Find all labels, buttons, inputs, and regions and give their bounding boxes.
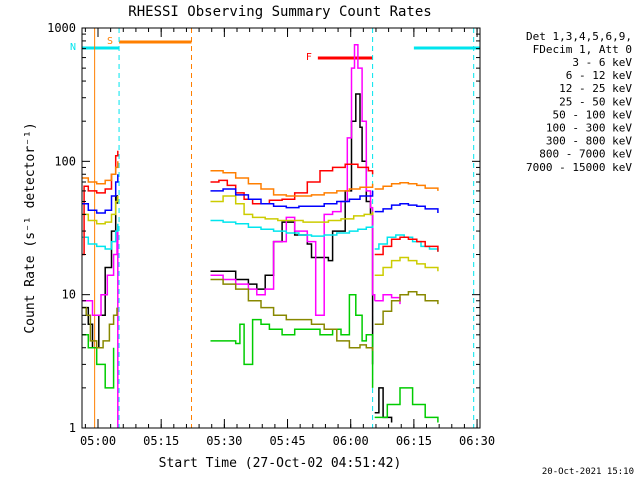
footer-timestamp: 20-Oct-2021 15:10	[542, 467, 634, 477]
y-tick-label: 10	[62, 288, 76, 302]
x-tick-label: 06:15	[396, 434, 432, 448]
x-tick-label: 05:30	[206, 434, 242, 448]
legend-item-12-25-kev: 12 - 25 keV	[559, 82, 632, 95]
series-800-7000-kev-segment-1	[210, 169, 374, 197]
series-7000-15000-kev	[82, 278, 439, 351]
x-tick-label: 06:00	[333, 434, 369, 448]
series-50-100-kev-segment-2	[374, 256, 439, 276]
series-300-800-kev-segment-2	[374, 203, 439, 213]
legend-header-line-2: FDecim 1, Att 0	[533, 43, 632, 56]
series-12-25-kev-segment-2	[374, 387, 439, 423]
series-100-300-kev-segment-2	[374, 236, 439, 256]
legend-item-6-12-kev: 6 - 12 keV	[566, 69, 633, 82]
legend-item-7000-15000-kev: 7000 - 15000 keV	[526, 161, 632, 174]
legend-item-800-7000-kev: 800 - 7000 keV	[539, 148, 632, 161]
series-300-800-kev-segment-1	[210, 188, 374, 209]
chart-title: RHESSI Observing Summary Count Rates	[128, 4, 431, 20]
series-50-100-kev-segment-1	[210, 195, 374, 223]
series-12-25-kev-segment-0	[82, 334, 115, 389]
series-100-300-kev-segment-0	[82, 150, 119, 256]
legend-item-3-6-kev: 3 - 6 keV	[572, 56, 632, 69]
series-300-800-kev-segment-0	[82, 174, 119, 214]
series-50-100-kev	[82, 195, 439, 276]
series-800-7000-kev-segment-0	[82, 161, 119, 185]
series-3-6-kev-segment-2	[374, 387, 393, 423]
y-tick-label: 1	[69, 421, 76, 435]
y-tick-label: 1000	[47, 21, 76, 35]
legend-item-300-800-kev: 300 - 800 keV	[546, 135, 632, 148]
series-6-12-kev-segment-1	[210, 43, 376, 317]
series-25-50-kev-segment-1	[210, 219, 374, 237]
band-label-f: F	[306, 52, 312, 63]
y-axis-label: Count Rate (s⁻¹ detector⁻¹)	[23, 122, 38, 333]
x-tick-label: 06:30	[459, 434, 495, 448]
series-lines	[82, 43, 439, 428]
time-bands: S N F	[70, 36, 480, 63]
plot-frame	[81, 27, 481, 429]
series-100-300-kev-segment-1	[210, 163, 374, 205]
band-label-n: N	[70, 42, 76, 53]
x-axis: 05:00 05:15 05:30 05:45 06:00 06:15 06:30	[80, 28, 495, 448]
series-800-7000-kev	[82, 161, 439, 197]
series-800-7000-kev-segment-2	[374, 182, 439, 191]
legend-header-line-1: Det 1,3,4,5,6,9,	[526, 30, 632, 43]
band-label-s: S	[107, 36, 113, 47]
series-12-25-kev-segment-1	[210, 293, 374, 388]
y-tick-label: 100	[54, 154, 76, 168]
legend-item-100-300-kev: 100 - 300 keV	[546, 122, 632, 135]
series-12-25-kev	[82, 293, 439, 423]
series-7000-15000-kev-segment-2	[374, 291, 439, 325]
x-tick-label: 05:00	[80, 434, 116, 448]
x-tick-label: 05:15	[143, 434, 179, 448]
series-7000-15000-kev-segment-0	[82, 306, 118, 349]
series-7000-15000-kev-segment-1	[210, 278, 374, 351]
series-100-300-kev	[82, 150, 439, 256]
series-50-100-kev-segment-0	[82, 196, 119, 225]
boundary-lines	[94, 28, 475, 428]
y-axis: 1 10 100 1000	[47, 21, 480, 435]
series-3-6-kev-segment-1	[210, 93, 374, 365]
legend: Det 1,3,4,5,6,9, FDecim 1, Att 0 3 - 6 k…	[526, 30, 632, 174]
x-tick-label: 05:45	[269, 434, 305, 448]
legend-item-25-50-kev: 25 - 50 keV	[559, 95, 632, 108]
x-axis-label: Start Time (27-Oct-02 04:51:42)	[159, 456, 402, 471]
series-300-800-kev	[82, 174, 439, 214]
legend-item-50-100-kev: 50 - 100 keV	[553, 108, 633, 121]
series-25-50-kev-segment-0	[82, 223, 119, 250]
